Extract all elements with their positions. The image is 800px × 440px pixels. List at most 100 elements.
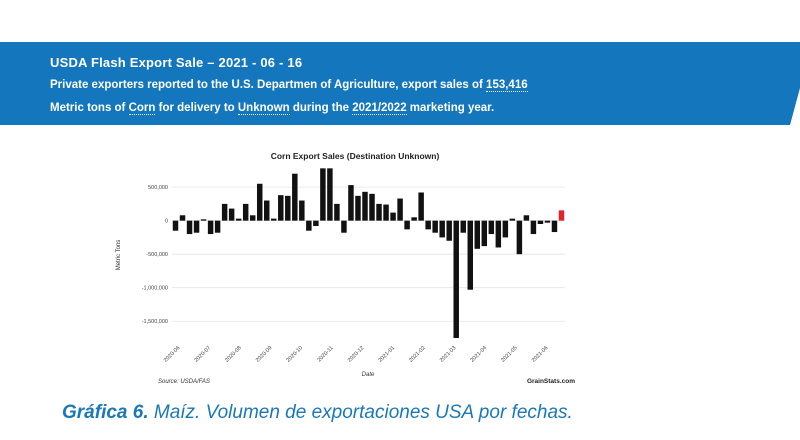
line2-mid1: for delivery to <box>155 102 238 114</box>
bar <box>467 220 473 290</box>
line2-mid2: during the <box>289 102 353 114</box>
line2-suffix: marketing year. <box>406 102 495 114</box>
bar <box>362 191 368 221</box>
line2-prefix: Metric tons of <box>50 102 129 114</box>
bar <box>179 215 186 221</box>
bar <box>249 215 256 221</box>
bar <box>453 220 459 338</box>
bar <box>207 220 214 235</box>
bar <box>200 219 207 221</box>
bar <box>285 195 291 221</box>
x-tick-label: 2020-09 <box>255 345 274 364</box>
bar <box>495 220 502 248</box>
bar <box>313 220 319 227</box>
x-tick-label: 2020-11 <box>317 345 335 363</box>
bar <box>488 220 495 235</box>
bar <box>341 220 347 233</box>
banner-background <box>0 42 800 125</box>
bar-latest <box>558 210 565 221</box>
bar <box>235 218 242 221</box>
bar <box>320 168 326 221</box>
bar <box>460 220 466 233</box>
bar <box>334 203 340 221</box>
bar <box>516 220 523 255</box>
y-axis-label: Metric Tons <box>116 240 122 271</box>
bar <box>390 212 396 221</box>
x-tick-label: 2020-07 <box>194 345 213 364</box>
bar <box>228 208 235 221</box>
chart-gridlines <box>172 186 565 322</box>
y-tick-label: 500,000 <box>148 185 168 191</box>
bar <box>221 203 228 221</box>
chart-source: Source: USDA/FAS <box>158 379 210 385</box>
bar <box>425 220 431 230</box>
bar <box>523 215 530 221</box>
bar <box>355 195 361 221</box>
bar <box>271 218 277 221</box>
bar <box>397 198 403 221</box>
line1-prefix: Private exporters reported to the U.S. D… <box>50 79 487 91</box>
bar <box>383 204 389 221</box>
bar <box>348 185 354 221</box>
x-tick-label: 2021-05 <box>500 345 519 364</box>
x-tick-label: 2021-02 <box>408 345 427 364</box>
bar <box>369 193 375 221</box>
chart-bars <box>172 168 565 338</box>
bar <box>264 200 270 221</box>
bar <box>439 220 445 238</box>
x-tick-label: 2020-08 <box>224 345 243 364</box>
bar <box>544 220 551 223</box>
banner-title: USDA Flash Export Sale – 2021 - 06 - 16 <box>50 55 303 70</box>
banner-text: USDA Flash Export Sale – 2021 - 06 - 16 … <box>50 55 528 120</box>
bar <box>172 220 179 231</box>
marketing-year-value: 2021/2022 <box>352 102 407 115</box>
y-tick-label: -1,500,000 <box>142 319 168 325</box>
banner-line-2: Metric tons of Corn for delivery to Unkn… <box>50 97 528 120</box>
bar <box>376 203 382 221</box>
caption-label: Gráfica 6. <box>62 402 149 423</box>
bar <box>193 220 200 233</box>
x-tick-label: 2021-04 <box>470 345 489 364</box>
y-tick-label: -500,000 <box>146 252 168 258</box>
bar <box>530 220 537 235</box>
bar <box>418 192 424 221</box>
chart-title: Corn Export Sales (Destination Unknown) <box>271 151 440 161</box>
x-tick-label: 2021-06 <box>531 345 550 364</box>
quantity-value: 153,416 <box>486 79 528 92</box>
x-tick-label: 2021-01 <box>378 345 397 364</box>
bar <box>404 220 410 230</box>
bar <box>432 220 438 233</box>
destination-value: Unknown <box>237 102 290 115</box>
bar <box>186 220 193 235</box>
y-tick-label: 0 <box>165 219 168 225</box>
x-tick-label: 2020-12 <box>347 345 366 364</box>
bar <box>278 195 284 221</box>
export-sale-banner: USDA Flash Export Sale – 2021 - 06 - 16 … <box>0 0 800 130</box>
bar <box>481 220 488 247</box>
bar <box>474 220 481 249</box>
bar <box>306 220 312 231</box>
commodity-value: Corn <box>128 102 156 115</box>
chart-credit: GrainStats.com <box>527 378 575 385</box>
x-tick-label: 2021-03 <box>439 345 458 364</box>
bar <box>214 220 221 233</box>
y-axis-ticks: 500,000 0 -500,000 -1,000,000 -1,500,000 <box>142 185 168 325</box>
export-sales-chart: Corn Export Sales (Destination Unknown) … <box>116 151 575 385</box>
x-axis-ticks: 2020-06 2020-07 2020-08 2020-09 2020-10 2020-… <box>163 345 550 364</box>
bar <box>256 183 263 221</box>
banner-line-1: Private exporters reported to the U.S. D… <box>50 74 528 97</box>
bar <box>242 203 249 221</box>
x-axis-label: Date <box>362 372 375 378</box>
x-tick-label: 2020-10 <box>286 345 305 364</box>
x-tick-label: 2020-06 <box>163 345 182 364</box>
bar <box>327 168 333 221</box>
caption-text: Maíz. Volumen de exportaciones USA por f… <box>148 402 573 423</box>
figure-caption: Gráfica 6. Maíz. Volumen de exportacione… <box>62 402 573 424</box>
y-tick-label: -1,000,000 <box>142 286 168 292</box>
bar <box>299 200 305 221</box>
bar <box>509 218 516 221</box>
bar <box>551 220 558 233</box>
bar <box>502 220 509 238</box>
bar <box>537 220 544 224</box>
bar <box>292 173 298 221</box>
